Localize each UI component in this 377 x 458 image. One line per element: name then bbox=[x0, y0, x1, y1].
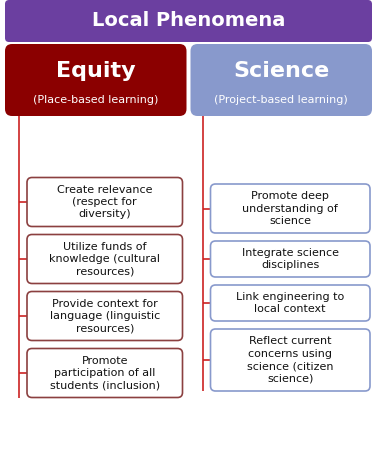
FancyBboxPatch shape bbox=[27, 291, 182, 340]
FancyBboxPatch shape bbox=[27, 178, 182, 227]
Text: Promote
participation of all
students (inclusion): Promote participation of all students (i… bbox=[50, 355, 160, 390]
Text: Link engineering to
local context: Link engineering to local context bbox=[236, 292, 344, 314]
Text: Science: Science bbox=[233, 61, 329, 82]
FancyBboxPatch shape bbox=[210, 184, 370, 233]
Text: Promote deep
understanding of
science: Promote deep understanding of science bbox=[242, 191, 338, 226]
Text: Provide context for
language (linguistic
resources): Provide context for language (linguistic… bbox=[50, 299, 160, 333]
Text: Local Phenomena: Local Phenomena bbox=[92, 11, 285, 31]
FancyBboxPatch shape bbox=[210, 329, 370, 391]
FancyBboxPatch shape bbox=[5, 44, 187, 116]
Text: Reflect current
concerns using
science (citizen
science): Reflect current concerns using science (… bbox=[247, 336, 334, 384]
FancyBboxPatch shape bbox=[27, 234, 182, 284]
Text: (Project-based learning): (Project-based learning) bbox=[215, 95, 348, 105]
FancyBboxPatch shape bbox=[27, 349, 182, 398]
Text: (Place-based learning): (Place-based learning) bbox=[33, 95, 158, 105]
Text: Integrate science
disciplines: Integrate science disciplines bbox=[242, 248, 339, 270]
Text: Utilize funds of
knowledge (cultural
resources): Utilize funds of knowledge (cultural res… bbox=[49, 242, 160, 276]
Text: Create relevance
(respect for
diversity): Create relevance (respect for diversity) bbox=[57, 185, 153, 219]
FancyBboxPatch shape bbox=[5, 0, 372, 42]
Text: Equity: Equity bbox=[56, 61, 136, 82]
FancyBboxPatch shape bbox=[210, 285, 370, 321]
FancyBboxPatch shape bbox=[210, 241, 370, 277]
FancyBboxPatch shape bbox=[190, 44, 372, 116]
